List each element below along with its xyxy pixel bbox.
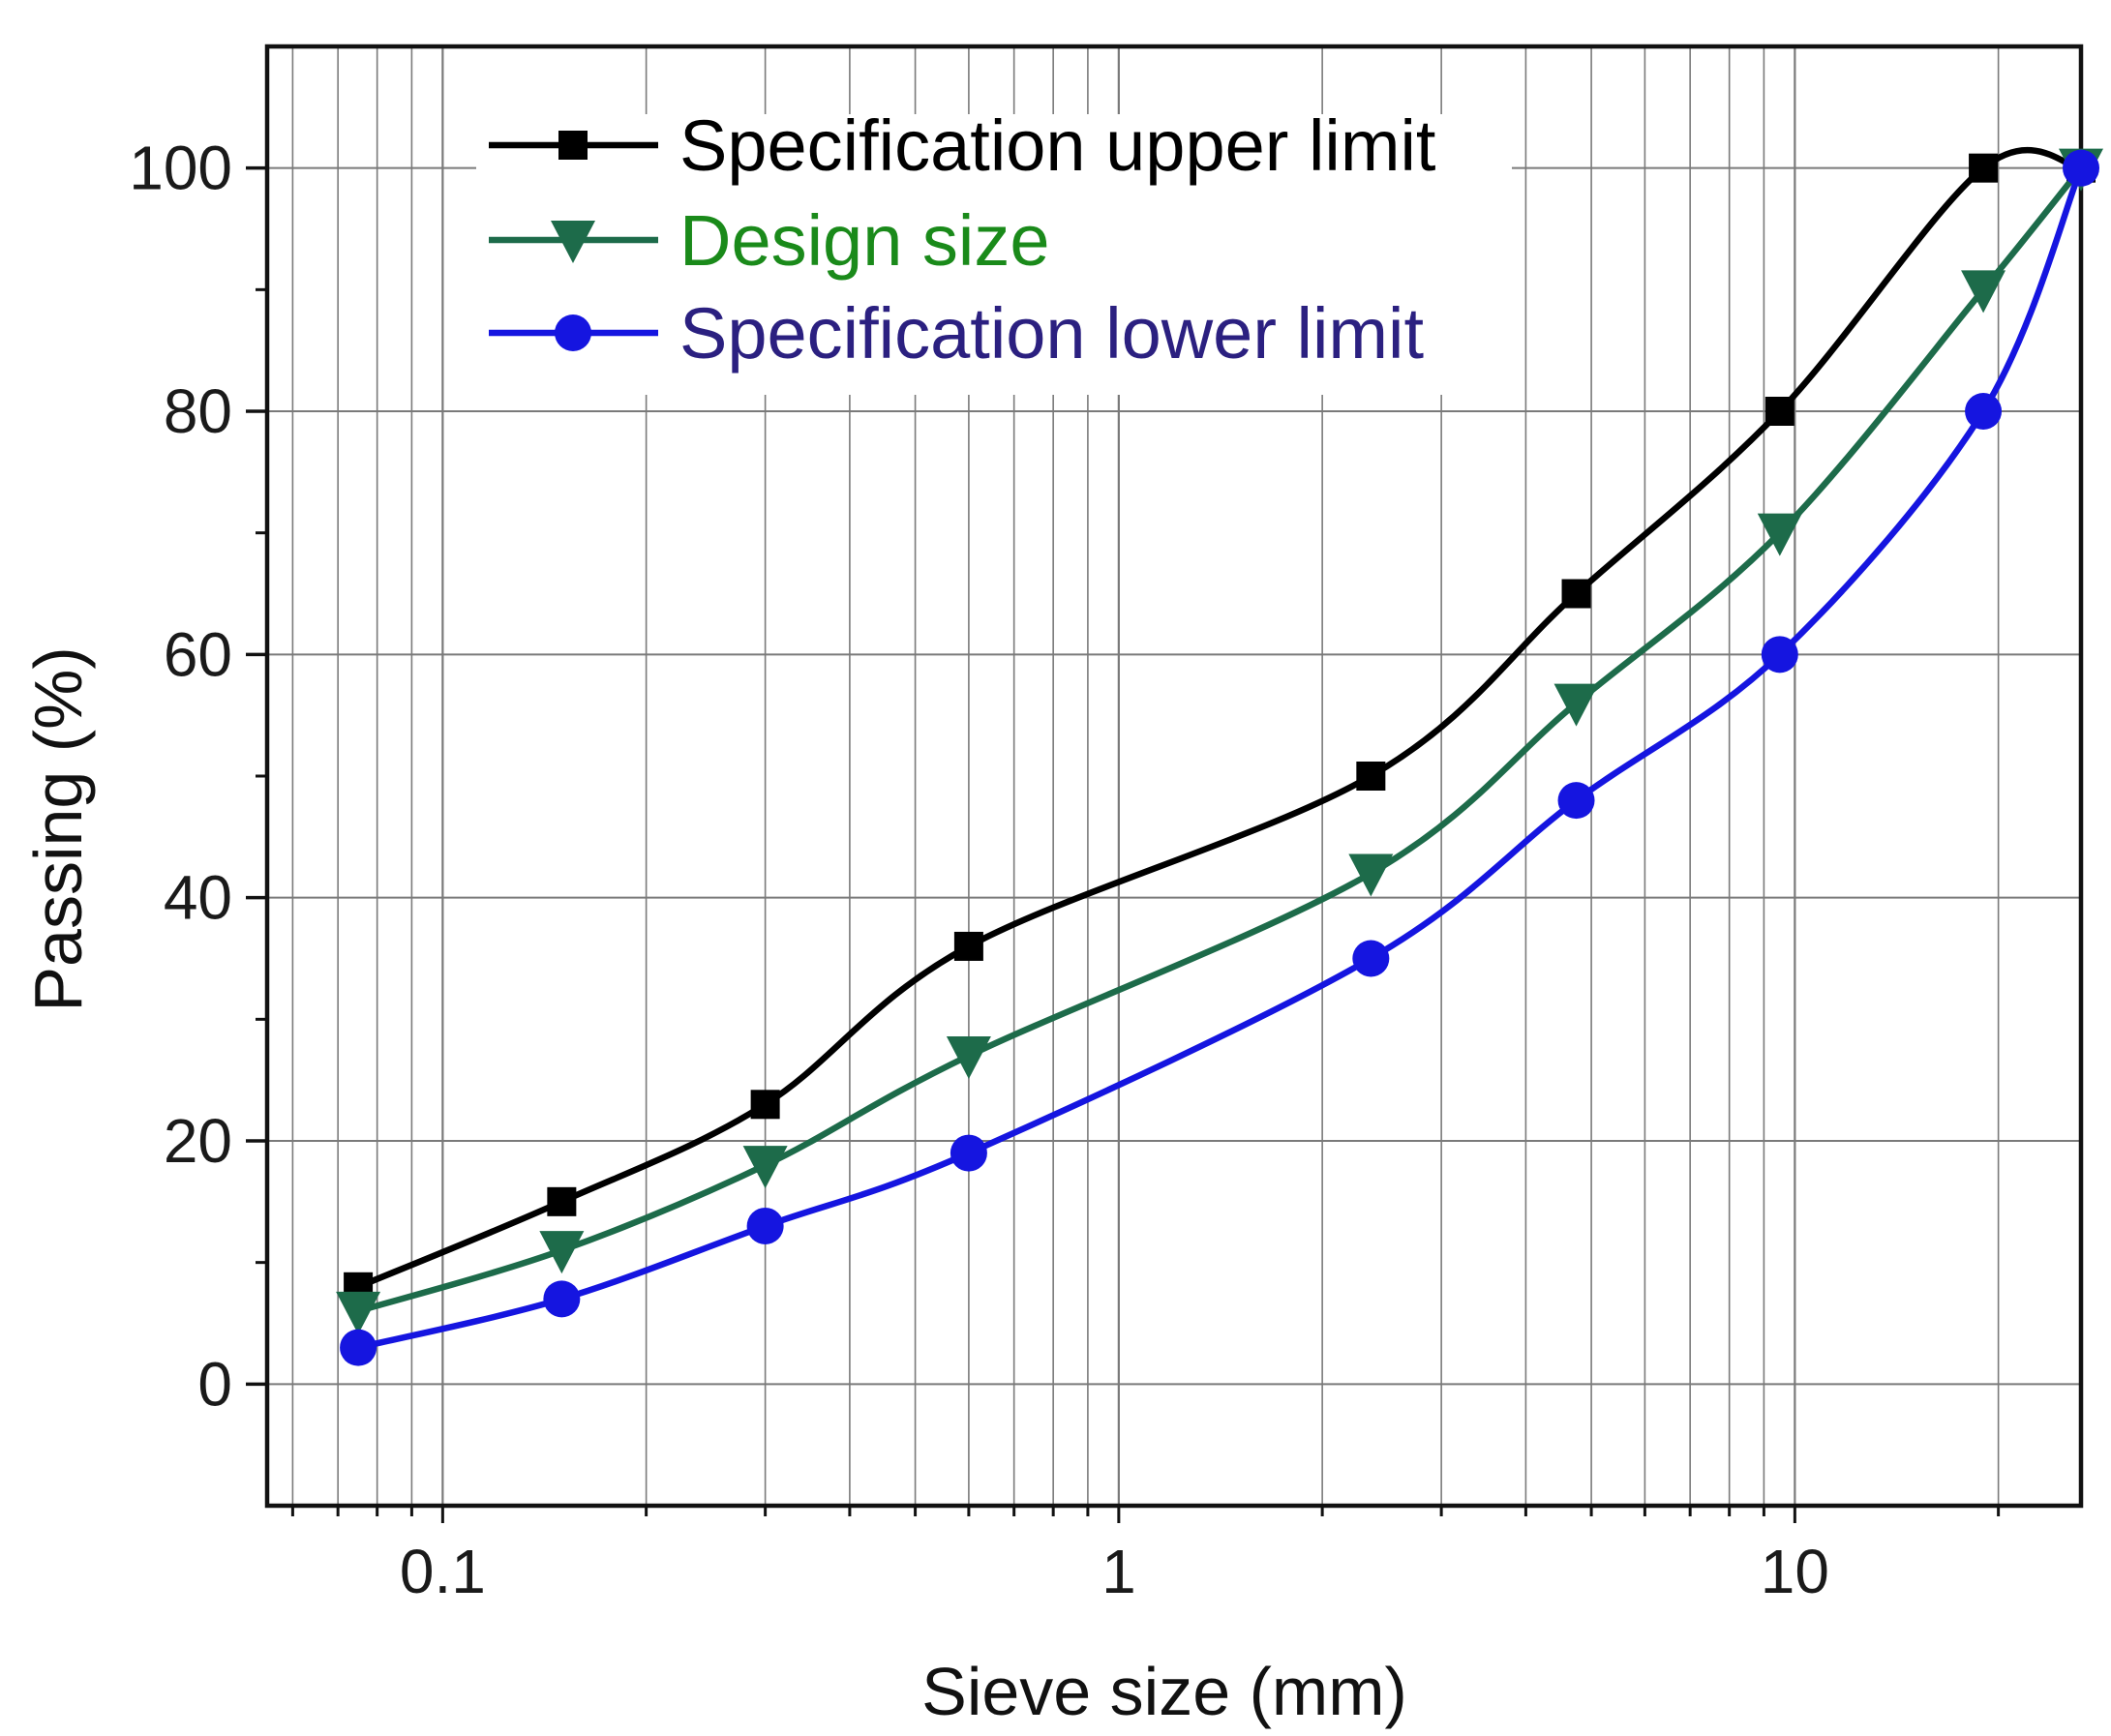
data-point (1553, 683, 1599, 727)
x-axis-title: Sieve size (mm) (921, 1654, 1407, 1729)
data-point (1764, 397, 1794, 426)
y-tick-label: 100 (129, 134, 232, 203)
data-point (340, 1329, 377, 1366)
data-point (1965, 393, 2003, 430)
data-point (1761, 636, 1798, 673)
y-tick-label: 0 (197, 1349, 232, 1419)
y-tick-label: 60 (164, 619, 232, 689)
y-tick-label: 20 (164, 1106, 232, 1176)
data-point (1352, 940, 1390, 977)
data-point (1561, 579, 1591, 609)
data-point (543, 1280, 581, 1318)
legend-marker (555, 314, 591, 351)
data-point (1557, 782, 1595, 820)
y-axis-title: Passing (%) (20, 646, 96, 1011)
data-point (539, 1231, 585, 1274)
data-point (1969, 153, 1999, 183)
data-point (953, 931, 983, 961)
legend-label: Specification upper limit (679, 105, 1436, 186)
data-point (1757, 513, 1802, 556)
legend: Specification upper limit Design size Spe… (476, 105, 1512, 395)
data-point (2063, 149, 2099, 187)
data-point (746, 1207, 784, 1244)
data-point (1356, 762, 1386, 791)
y-tick-label: 80 (164, 376, 232, 446)
data-point (750, 1090, 780, 1120)
data-point (547, 1186, 577, 1216)
legend-marker (558, 131, 588, 160)
legend-box (476, 114, 1512, 395)
y-tick-label: 40 (164, 863, 232, 933)
data-point (946, 1036, 991, 1080)
data-point (1961, 270, 2006, 314)
plot-frame (264, 44, 2084, 1509)
x-tick-label: 1 (1101, 1537, 1136, 1606)
x-tick-label: 10 (1761, 1537, 1829, 1606)
series-line (354, 146, 2085, 1291)
data-point (950, 1134, 987, 1172)
data-point (336, 1291, 381, 1334)
series-specification-lower-limit (340, 149, 2099, 1366)
data-point (742, 1146, 788, 1189)
series-design-size (336, 148, 2103, 1334)
axes: 0 20 40 60 80 100 0.1 1 10 Sieve size (mm) Passing… (20, 44, 2084, 1729)
x-tick-label: 0.1 (400, 1537, 486, 1606)
legend-marker (551, 221, 595, 263)
series-group (336, 146, 2103, 1366)
legend-label: Specification lower limit (679, 293, 1424, 374)
legend-label: Design size (679, 200, 1050, 281)
data-point (1348, 853, 1394, 897)
